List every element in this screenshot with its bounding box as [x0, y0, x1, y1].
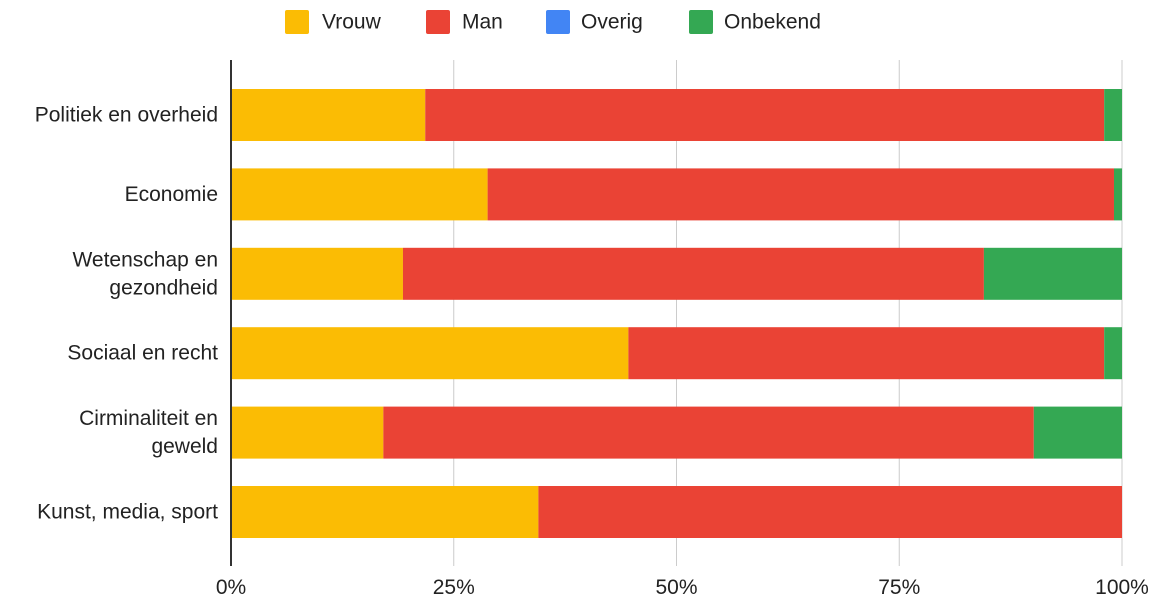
category-label: Politiek en overheid	[35, 104, 218, 127]
legend-label-man: Man	[462, 11, 503, 34]
bar-segment-vrouw	[231, 486, 539, 538]
x-tick-label: 75%	[878, 576, 920, 599]
gridlines	[453, 60, 1123, 566]
bar-segment-onbekend	[1113, 168, 1122, 221]
bar-segment-man	[425, 89, 1105, 141]
bar-segment-onbekend	[1033, 406, 1122, 459]
x-tick-label: 0%	[216, 576, 246, 599]
x-tick-label: 100%	[1095, 576, 1149, 599]
x-axis-labels: 0% 25% 50% 75% 100%	[216, 576, 1149, 599]
legend-label-overig: Overig	[581, 11, 643, 34]
bar-segment-vrouw	[231, 406, 384, 459]
bar-segment-man	[487, 168, 1114, 221]
legend-swatch-onbekend	[689, 10, 713, 34]
legend-swatch-vrouw	[285, 10, 309, 34]
bar-segment-onbekend	[983, 247, 1122, 300]
bar-segment-vrouw	[231, 89, 426, 141]
legend-label-onbekend: Onbekend	[724, 11, 821, 34]
category-label: Sociaal en recht	[67, 342, 218, 365]
bar-segment-vrouw	[231, 327, 629, 380]
legend-swatch-man	[426, 10, 450, 34]
category-label: geweld	[151, 435, 218, 458]
bar-segment-vrouw	[231, 247, 403, 300]
category-label: gezondheid	[109, 276, 218, 299]
legend: Vrouw Man Overig Onbekend	[285, 10, 821, 34]
bar-segment-vrouw	[231, 168, 488, 221]
legend-swatch-overig	[546, 10, 570, 34]
bar-segment-man	[628, 327, 1105, 380]
bar-segment-onbekend	[1104, 327, 1122, 380]
x-tick-label: 25%	[433, 576, 475, 599]
category-label: Kunst, media, sport	[37, 501, 218, 524]
category-label: Economie	[125, 183, 218, 206]
bars	[231, 89, 1122, 538]
y-axis-labels: Politiek en overheid Economie Wetenschap e…	[35, 104, 218, 524]
bar-segment-onbekend	[1104, 89, 1122, 141]
category-label: Cirminaliteit en	[79, 407, 218, 430]
bar-segment-man	[402, 247, 984, 300]
category-label: Wetenschap en	[72, 248, 218, 271]
bar-segment-man	[538, 486, 1122, 538]
bar-segment-man	[383, 406, 1034, 459]
x-tick-label: 50%	[655, 576, 697, 599]
legend-label-vrouw: Vrouw	[322, 11, 382, 34]
